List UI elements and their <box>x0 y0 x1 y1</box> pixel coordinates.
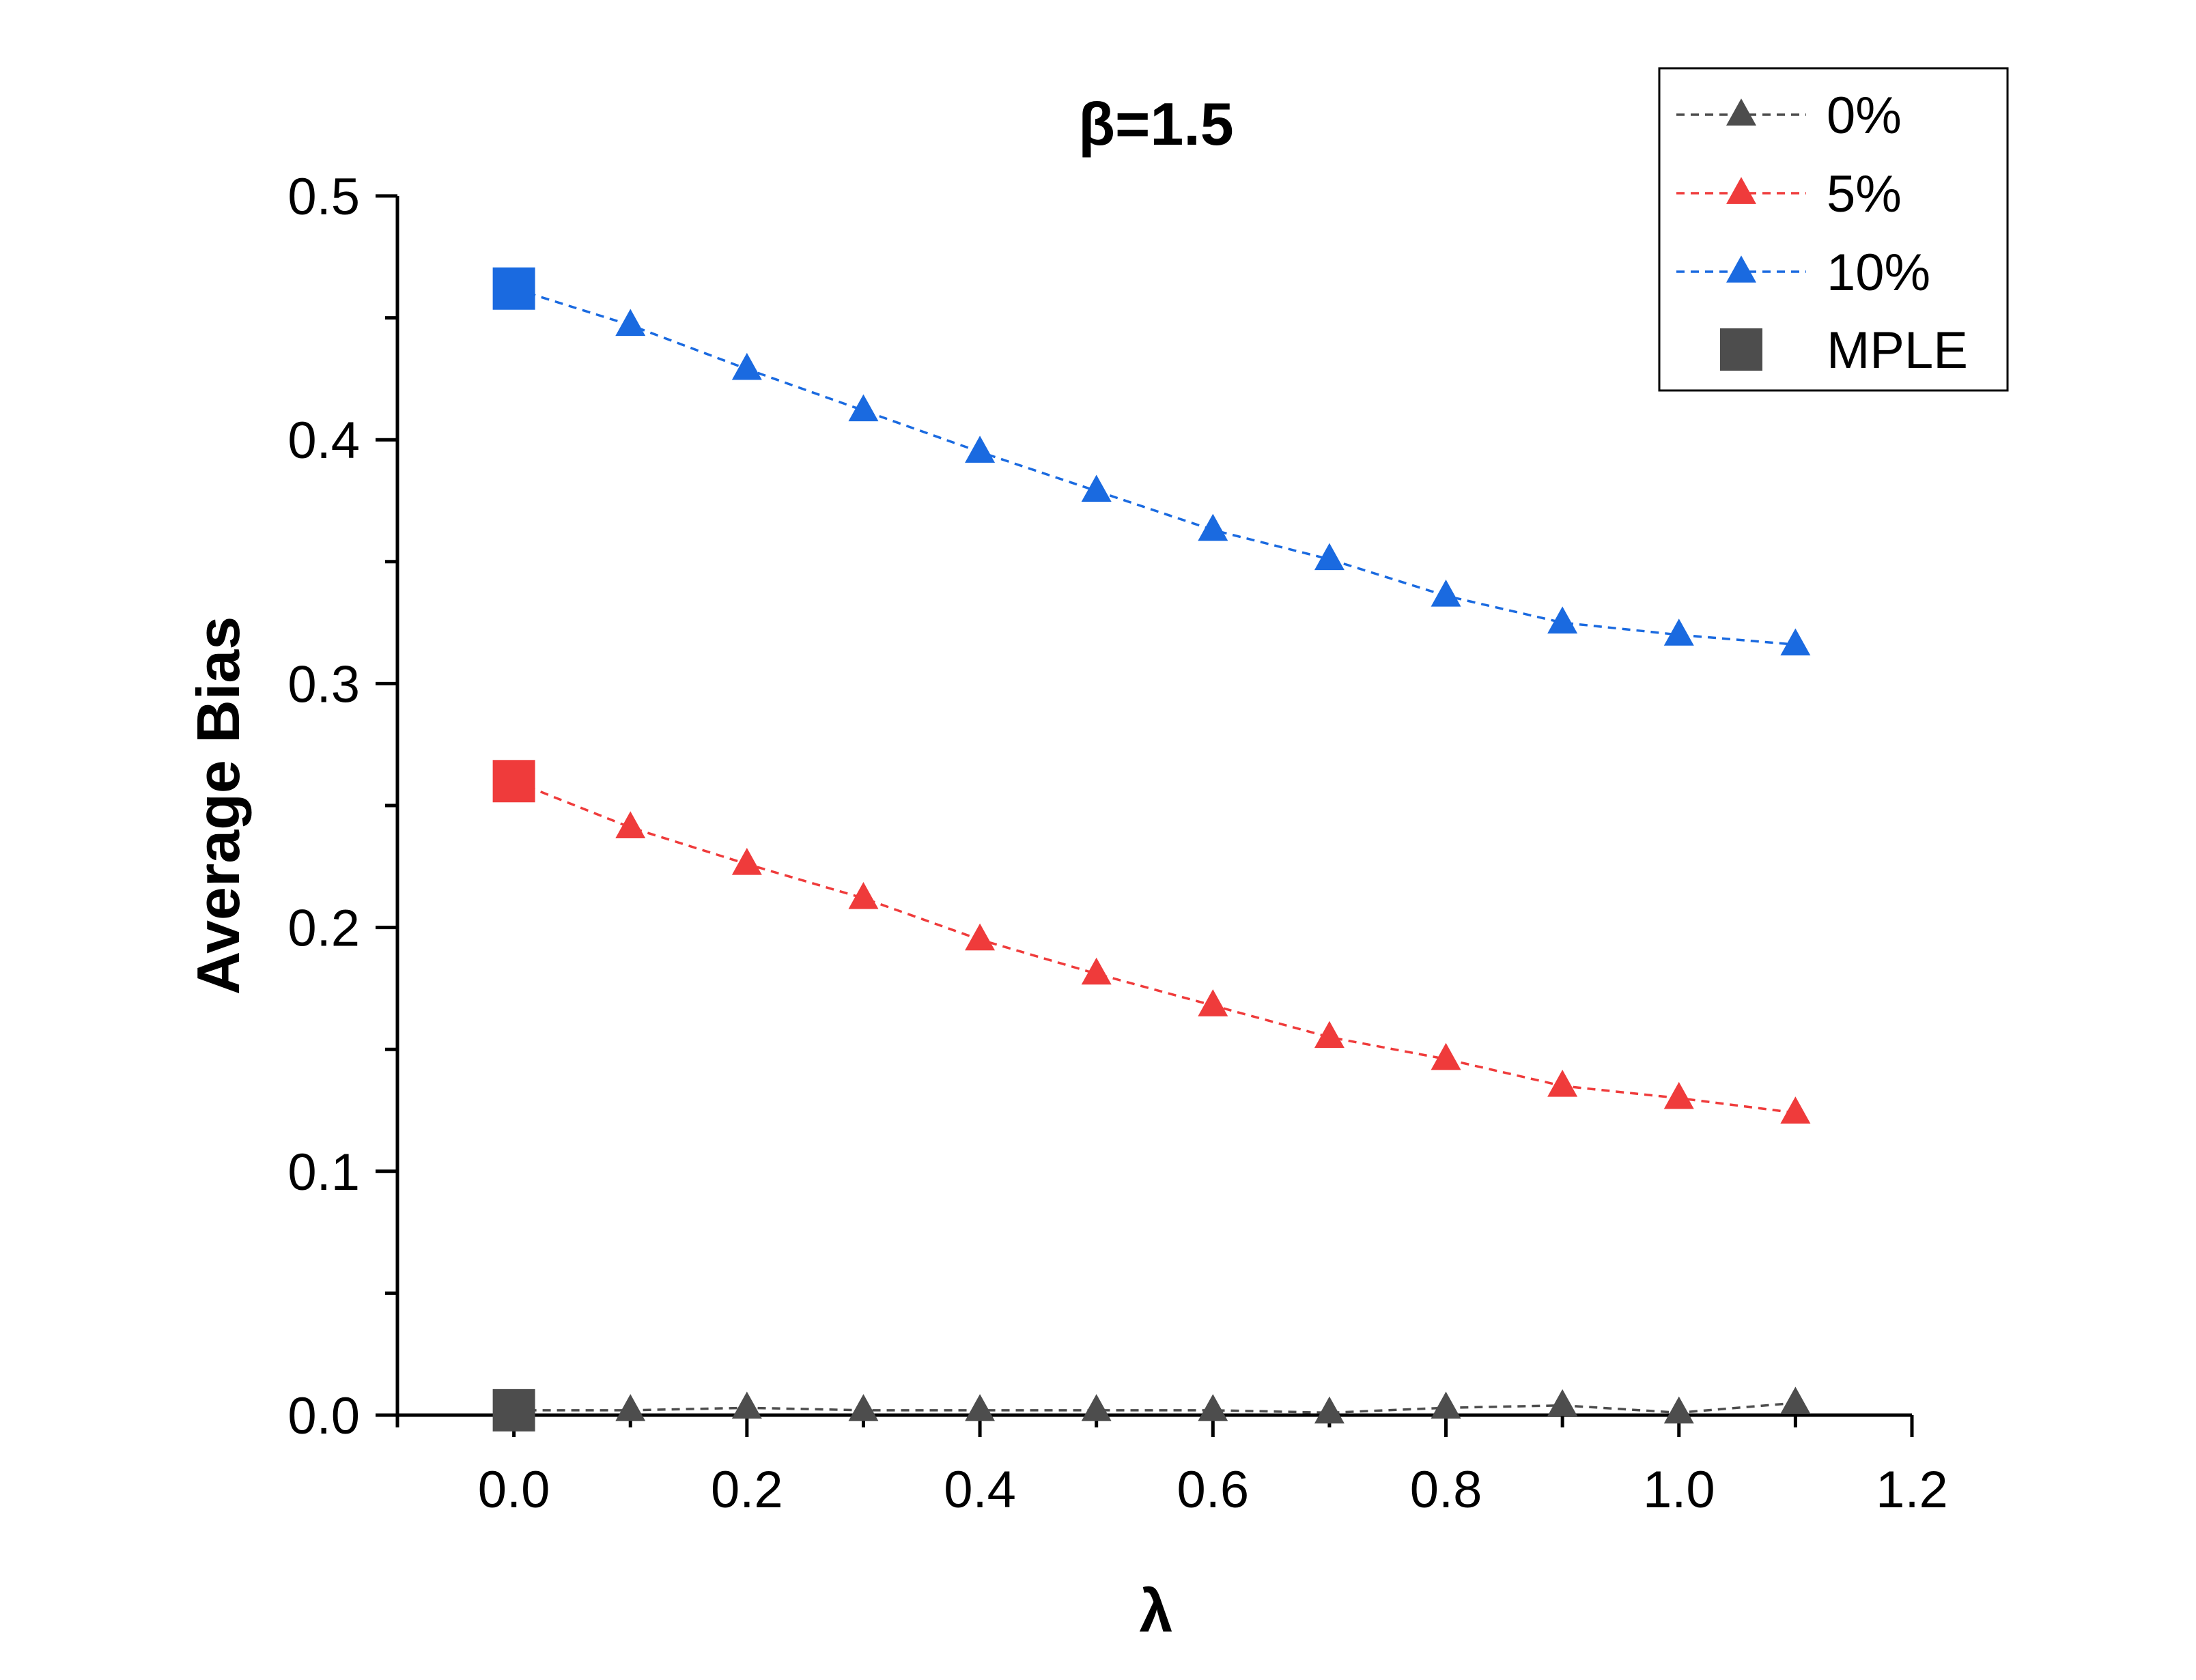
y-tick-label: 0.2 <box>287 900 360 958</box>
series-1-point <box>615 811 646 838</box>
series-1-point <box>1314 1021 1345 1049</box>
series-1-line <box>513 780 1796 1114</box>
series-0-point <box>731 1391 762 1419</box>
x-axis-title: λ <box>1140 1577 1173 1645</box>
x-tick-label: 1.0 <box>1643 1461 1715 1519</box>
series-0-point <box>1780 1386 1811 1414</box>
series-0-point <box>1081 1394 1112 1421</box>
series-2-point <box>1314 543 1345 571</box>
series-2-point <box>615 309 646 337</box>
legend-marker-mple <box>1720 328 1762 371</box>
y-tick-label: 0.1 <box>287 1143 360 1201</box>
series-2-point <box>1198 513 1228 541</box>
series-0-point <box>1314 1396 1345 1424</box>
series-2-point <box>965 436 996 463</box>
mple-point <box>492 760 535 803</box>
legend-marker-2 <box>1726 255 1756 283</box>
legend-label-0: 0% <box>1827 87 1902 145</box>
series-1-point <box>731 847 762 875</box>
y-tick-label: 0.4 <box>287 412 360 470</box>
series-0-point <box>1431 1391 1461 1419</box>
x-tick-label: 0.8 <box>1410 1461 1482 1519</box>
series-2-point <box>731 352 762 380</box>
mple-point <box>492 1389 535 1432</box>
series-1-point <box>1431 1042 1461 1070</box>
legend: 0% 5% 10% MPLE <box>1658 67 2009 392</box>
legend-label-mple: MPLE <box>1827 322 1968 380</box>
chart-title: β=1.5 <box>1078 90 1233 158</box>
series-1-point <box>1663 1081 1694 1109</box>
series-1-point <box>1081 957 1112 985</box>
series-2-line <box>513 287 1796 646</box>
series-0-point <box>848 1394 879 1421</box>
series-0-point <box>1547 1389 1578 1416</box>
y-tick-label: 0.0 <box>287 1387 360 1445</box>
series-2-point <box>1431 580 1461 607</box>
series-2-point <box>848 394 879 422</box>
y-tick-label: 0.3 <box>287 655 360 713</box>
legend-box <box>1658 67 2009 392</box>
x-tick-label: 1.2 <box>1876 1461 1948 1519</box>
series-1-point <box>848 881 879 909</box>
series-0-line <box>513 1401 1796 1414</box>
series-0-point <box>1663 1396 1694 1424</box>
x-tick-label: 0.2 <box>711 1461 783 1519</box>
x-tick-label: 0.4 <box>944 1461 1016 1519</box>
series-1-point <box>1198 989 1228 1016</box>
series-0-point <box>615 1394 646 1421</box>
y-tick-label: 0.5 <box>287 168 360 226</box>
series-1-point <box>965 923 996 951</box>
legend-marker-0 <box>1726 98 1756 126</box>
x-tick-label: 0.6 <box>1177 1461 1249 1519</box>
series-2-point <box>1081 474 1112 502</box>
series-1-point <box>1780 1096 1811 1124</box>
mple-point <box>492 267 535 310</box>
legend-label-1: 5% <box>1827 165 1902 223</box>
series-1-point <box>1547 1070 1578 1097</box>
y-axis-title: Average Bias <box>184 616 252 995</box>
legend-label-2: 10% <box>1827 244 1930 302</box>
x-tick-label: 0.0 <box>478 1461 550 1519</box>
plot-area: 0.0 0.2 0.4 0.6 0.8 1.0 1.2 0.0 0.1 0.2 0.3 0.4 0.5 <box>287 168 1947 1519</box>
series-2-point <box>1547 606 1578 633</box>
series-0-point <box>1198 1394 1228 1421</box>
series-0-point <box>965 1394 996 1421</box>
legend-marker-1 <box>1726 177 1756 204</box>
series-2-point <box>1663 618 1694 646</box>
series-2-point <box>1780 628 1811 656</box>
